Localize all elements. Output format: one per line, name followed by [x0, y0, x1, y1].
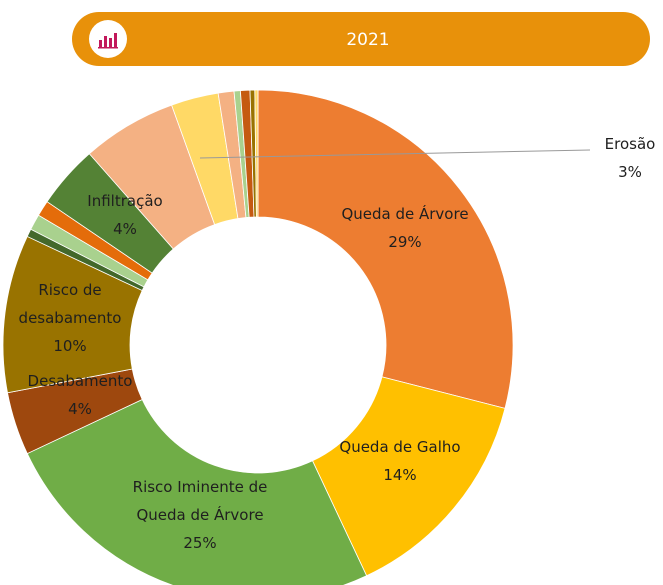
category-label: Risco de desabamento	[18, 281, 122, 327]
category-label: Erosão	[604, 135, 656, 153]
slice-label: Risco Iminente de Queda de Árvore 25%	[113, 473, 288, 557]
value-label: 4%	[113, 220, 137, 238]
header-icon	[89, 20, 127, 58]
slice-label: Erosão 3%	[590, 130, 663, 186]
category-label: Infiltração	[87, 192, 163, 210]
donut-slice	[257, 89, 514, 409]
slice-label: Infiltração 4%	[75, 187, 175, 243]
value-label: 10%	[53, 337, 87, 355]
category-label: Queda de Galho	[339, 438, 461, 456]
category-label: Desabamento	[27, 372, 133, 390]
slice-label: Desabamento 4%	[10, 367, 150, 423]
value-label: 3%	[618, 163, 642, 181]
chart-title: 2021	[346, 30, 389, 50]
donut-slice	[254, 89, 259, 218]
slice-label: Risco de desabamento 10%	[8, 276, 133, 360]
value-label: 14%	[383, 466, 417, 484]
value-label: 4%	[68, 400, 92, 418]
value-label: 29%	[388, 233, 422, 251]
slice-label: Queda de Galho 14%	[320, 433, 480, 489]
donut-slice	[311, 376, 506, 577]
category-label: Queda de Árvore	[341, 205, 469, 223]
header-bar	[72, 12, 650, 66]
donut-slice	[26, 398, 368, 585]
chart-icon	[98, 33, 118, 49]
value-label: 25%	[183, 534, 217, 552]
leader-line	[199, 149, 591, 159]
category-label: Risco Iminente de Queda de Árvore	[132, 478, 268, 524]
slice-label: Queda de Árvore 29%	[325, 200, 485, 256]
